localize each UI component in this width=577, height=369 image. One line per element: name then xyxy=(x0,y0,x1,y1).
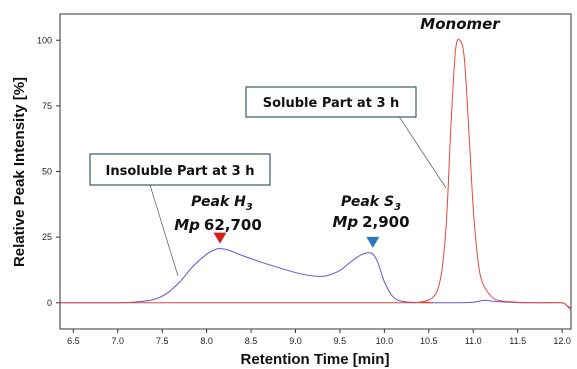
peak-s3-mp-label: Mp 2,900 xyxy=(332,213,409,231)
insoluble-series-line xyxy=(59,248,572,309)
x-tick-label: 8.5 xyxy=(245,336,258,346)
peak-s3-mp-value: 2,900 xyxy=(362,213,409,231)
y-tick-label: 0 xyxy=(47,298,52,308)
insoluble-part-box: Insoluble Part at 3 h xyxy=(89,153,271,186)
peak-h3-mp-prefix: Mp xyxy=(174,216,200,234)
peak-h3-subscript: 3 xyxy=(246,202,253,213)
x-tick-label: 8.0 xyxy=(200,336,213,346)
peak-s3-mp-prefix: Mp xyxy=(332,213,358,231)
soluble-part-label: Soluble Part at 3 h xyxy=(263,96,400,111)
x-tick-label: 7.5 xyxy=(156,336,169,346)
peak-markers xyxy=(213,232,380,248)
peak-h3-mp-label: Mp 62,700 xyxy=(174,216,262,234)
monomer-label: Monomer xyxy=(420,15,501,33)
y-tick-label: 25 xyxy=(42,232,52,242)
peak-s3-marker xyxy=(366,236,380,248)
soluble-leader-line xyxy=(397,114,447,189)
peak-h3-word: Peak H xyxy=(191,194,246,210)
x-tick-label: 9.5 xyxy=(334,336,347,346)
x-tick-label: 12.0 xyxy=(553,336,571,346)
insoluble-part-label: Insoluble Part at 3 h xyxy=(105,164,254,179)
x-axis-title: Retention Time [min] xyxy=(241,351,390,368)
x-tick-label: 7.0 xyxy=(112,336,125,346)
x-tick-label: 9.0 xyxy=(289,336,302,346)
peak-s3-subscript: 3 xyxy=(394,202,401,213)
peak-s3-label: Peak S3 xyxy=(341,194,401,213)
soluble-part-box: Soluble Part at 3 h xyxy=(245,86,417,118)
y-tick-label: 100 xyxy=(37,35,52,45)
x-axis-ticks: 6.5 7.0 7.5 8.0 8.5 9.0 9.5 10.0 10.5 11.0 11.5 12.… xyxy=(67,329,571,346)
x-tick-label: 11.5 xyxy=(509,336,526,346)
y-axis-title: Relative Peak Intensity [%] xyxy=(11,77,28,267)
peak-s3-word: Peak S xyxy=(341,194,394,210)
x-tick-label: 6.5 xyxy=(67,336,80,346)
y-axis-ticks: 0 25 50 75 100 xyxy=(37,35,60,308)
peak-h3-label: Peak H3 xyxy=(191,194,253,213)
soluble-series-line xyxy=(59,38,572,311)
y-tick-label: 75 xyxy=(42,101,52,111)
series-layer xyxy=(59,38,572,311)
peak-h3-marker xyxy=(213,232,227,244)
x-tick-label: 10.5 xyxy=(420,336,438,346)
peak-h3-mp-value: 62,700 xyxy=(204,216,262,234)
y-tick-label: 50 xyxy=(42,167,52,177)
insoluble-leader-line xyxy=(149,184,179,277)
x-tick-label: 10.0 xyxy=(376,336,394,346)
x-tick-label: 11.0 xyxy=(465,336,482,346)
